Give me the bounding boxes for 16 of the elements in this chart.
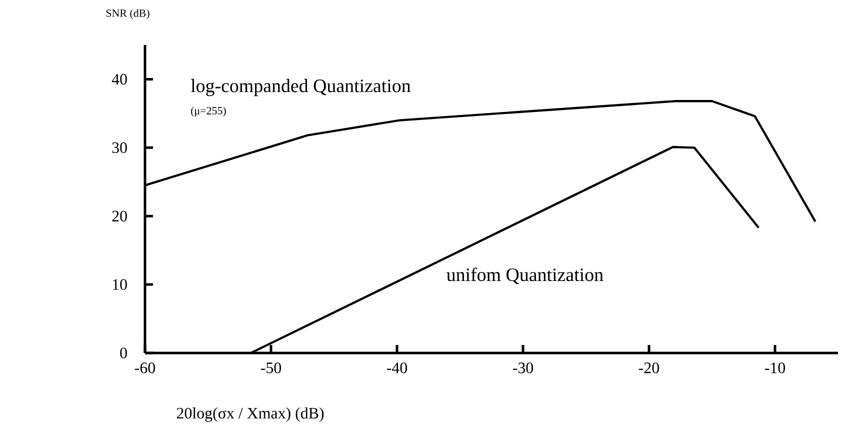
series-label: log-companded Quantization <box>190 78 411 96</box>
x-tick-label: -10 <box>764 362 786 374</box>
y-tick-label: 20 <box>112 210 127 222</box>
y-tick-label: 10 <box>113 279 127 290</box>
x-axis-title: 20log(σx / Xmax) (dB) <box>176 407 324 422</box>
y-axis-title: SNR (dB) <box>106 9 150 20</box>
annotation: (μ=255) <box>191 106 226 117</box>
y-tick-label: 0 <box>120 348 127 358</box>
y-tick-label: 30 <box>112 142 127 154</box>
x-tick-label: -30 <box>512 362 534 374</box>
x-tick-label: -20 <box>638 362 660 374</box>
y-tick-label: 40 <box>112 74 127 85</box>
x-tick-label: -40 <box>386 362 408 374</box>
x-tick-label: -50 <box>260 362 282 374</box>
series-label: unifom Quantization <box>446 268 604 284</box>
x-tick-label: -60 <box>134 362 156 374</box>
